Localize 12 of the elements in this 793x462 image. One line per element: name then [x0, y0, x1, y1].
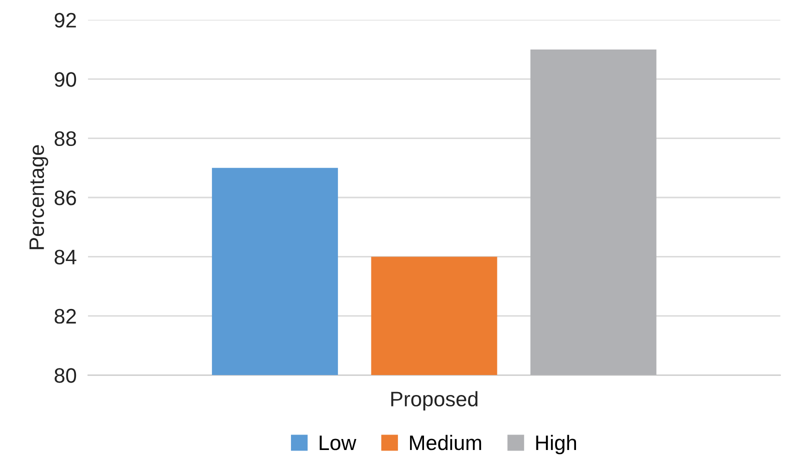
y-tick-label: 88 [54, 131, 76, 146]
y-tick-label: 82 [54, 308, 76, 324]
legend-label: High [536, 434, 576, 454]
y-tick-label: 90 [54, 72, 76, 87]
y-tick-label: 80 [54, 368, 76, 383]
y-tick-label: 92 [54, 12, 76, 28]
legend-label: Medium [410, 434, 482, 450]
y-tick-label: 86 [54, 190, 76, 206]
y-axis-title: Percentage [30, 145, 48, 250]
x-axis-title: Proposed [391, 391, 478, 411]
y-tick-label: 84 [54, 250, 76, 264]
legend-label: Low [320, 436, 356, 450]
